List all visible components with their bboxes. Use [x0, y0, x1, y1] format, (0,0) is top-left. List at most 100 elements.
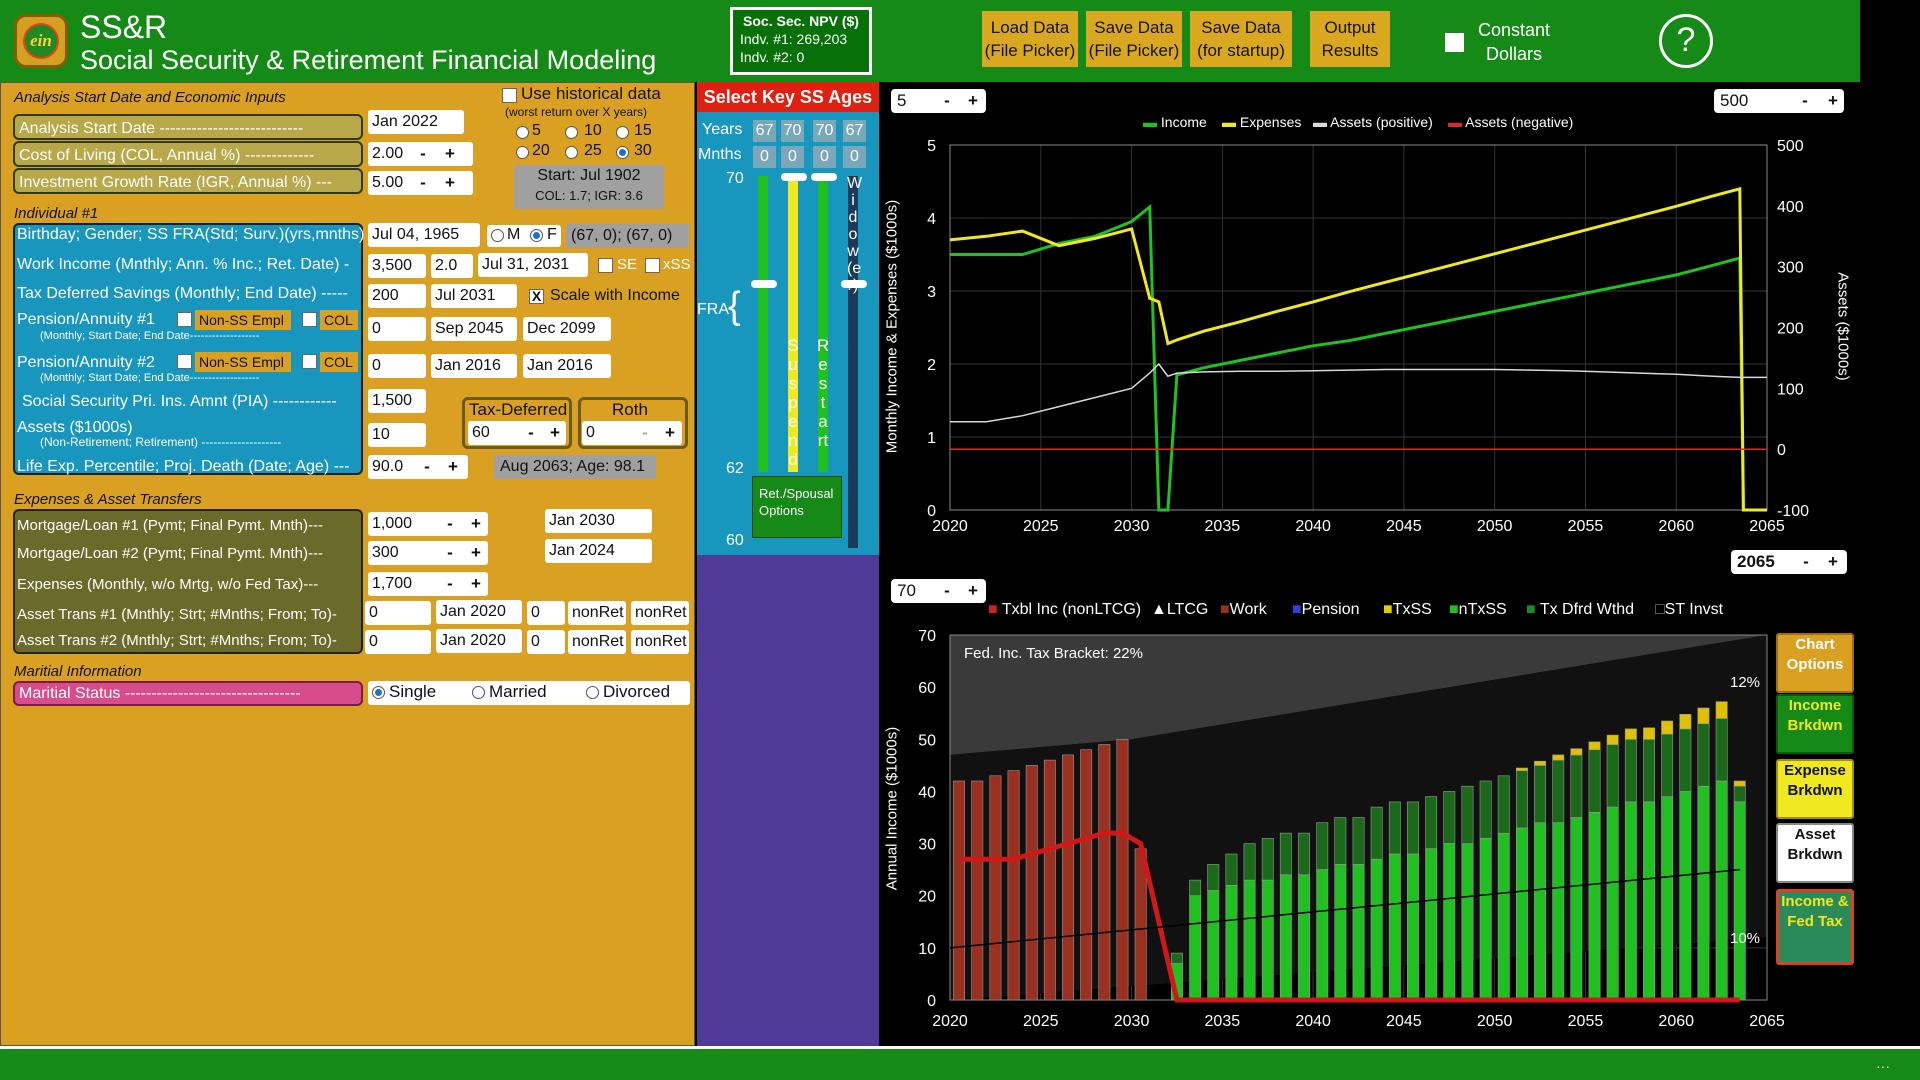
birthday-input[interactable]: Jul 04, 1965: [368, 223, 480, 247]
scale-income-checkbox[interactable]: X: [529, 289, 544, 304]
key-month-0[interactable]: 0: [753, 146, 776, 168]
years-radio-25[interactable]: [565, 146, 578, 159]
at1-start[interactable]: Jan 2020: [436, 600, 522, 624]
gender-m-radio[interactable]: [491, 229, 504, 242]
p2-end-input[interactable]: Jan 2016: [523, 354, 611, 378]
at1-amount[interactable]: 0: [365, 601, 431, 625]
p2-nonss-checkbox[interactable]: [177, 354, 192, 369]
at2-months[interactable]: 0: [527, 630, 565, 654]
at1-from[interactable]: nonRet: [568, 601, 626, 625]
key-year-1[interactable]: 70: [781, 120, 804, 142]
se-checkbox[interactable]: [598, 258, 613, 273]
at2-from[interactable]: nonRet: [568, 630, 626, 654]
more-icon[interactable]: ···: [1876, 1058, 1890, 1074]
at2-to[interactable]: nonRet: [631, 630, 689, 654]
at1-to[interactable]: nonRet: [631, 601, 689, 625]
p2-start-input[interactable]: Jan 2016: [431, 354, 517, 378]
income-fed-tax-button[interactable]: Income & Fed Tax: [1776, 889, 1854, 965]
tds-amount-input[interactable]: 200: [368, 284, 426, 308]
key-month-1[interactable]: 0: [781, 146, 804, 168]
p2-amount-input[interactable]: 0: [368, 354, 426, 378]
bottom-scale-plus[interactable]: +: [968, 581, 978, 600]
m1-minus[interactable]: -: [447, 514, 453, 533]
key-year-2[interactable]: 70: [813, 120, 836, 142]
col-minus[interactable]: -: [420, 144, 426, 163]
chart-options-button[interactable]: Chart Options: [1776, 633, 1854, 693]
mortgage1-input[interactable]: 1,000: [368, 512, 488, 536]
right-scale-spinner[interactable]: 500: [1714, 89, 1844, 113]
p1-start-input[interactable]: Sep 2045: [431, 317, 517, 341]
tax-deferred-input[interactable]: 60: [468, 421, 566, 445]
years-radio-30[interactable]: [616, 146, 629, 159]
analysis-start-input[interactable]: Jan 2022: [368, 110, 464, 134]
slider-track-2[interactable]: [818, 176, 828, 472]
p1-nonss-checkbox[interactable]: [177, 312, 192, 327]
bottom-scale-spinner[interactable]: 70: [891, 579, 986, 603]
m1-plus[interactable]: +: [471, 514, 481, 533]
igr-input[interactable]: 5.00: [368, 171, 473, 195]
ret-spousal-options-button[interactable]: Ret./Spousal Options: [752, 476, 842, 538]
output-results-button[interactable]: Output Results: [1310, 11, 1390, 67]
p2-col-checkbox[interactable]: [302, 354, 317, 369]
life-pct-input[interactable]: 90.0: [368, 455, 468, 479]
slider-thumb-1[interactable]: [781, 173, 807, 181]
mortgage2-date-input[interactable]: Jan 2024: [545, 539, 652, 563]
pia-input[interactable]: 1,500: [368, 389, 426, 413]
col-input[interactable]: 2.00: [368, 142, 473, 166]
gender-f-radio[interactable]: [530, 229, 543, 242]
at2-start[interactable]: Jan 2020: [436, 629, 522, 653]
tds-end-input[interactable]: Jul 2031: [431, 284, 517, 308]
taxdef-plus[interactable]: +: [550, 423, 560, 442]
right-scale-plus[interactable]: +: [1828, 91, 1838, 110]
roth-plus[interactable]: +: [665, 423, 675, 442]
single-radio[interactable]: [372, 686, 385, 699]
work-increase-input[interactable]: 2.0: [431, 254, 473, 278]
years-radio-20[interactable]: [516, 146, 529, 159]
retire-date-input[interactable]: Jul 31, 2031: [478, 253, 588, 277]
life-plus[interactable]: +: [448, 457, 458, 476]
help-icon[interactable]: ?: [1659, 14, 1713, 68]
left-scale-spinner[interactable]: 5: [891, 89, 986, 113]
load-data-button[interactable]: Load Data (File Picker): [982, 11, 1078, 67]
slider-track-1[interactable]: [788, 176, 798, 472]
m2-minus[interactable]: -: [447, 543, 453, 562]
key-year-0[interactable]: 67: [753, 120, 776, 142]
save-data-picker-button[interactable]: Save Data (File Picker): [1086, 11, 1182, 67]
assets-nonret-input[interactable]: 10: [368, 423, 426, 447]
roth-input[interactable]: 0: [582, 421, 682, 445]
years-radio-5[interactable]: [516, 126, 529, 139]
at2-amount[interactable]: 0: [365, 630, 431, 654]
col-plus[interactable]: +: [445, 144, 455, 163]
exp-minus[interactable]: -: [447, 574, 453, 593]
igr-minus[interactable]: -: [420, 173, 426, 192]
p1-amount-input[interactable]: 0: [368, 317, 426, 341]
key-month-2[interactable]: 0: [813, 146, 836, 168]
expenses-input[interactable]: 1,700: [368, 572, 488, 596]
constant-dollars-checkbox[interactable]: [1445, 33, 1464, 52]
income-breakdown-button[interactable]: Income Brkdwn: [1776, 694, 1854, 754]
expense-breakdown-button[interactable]: Expense Brkdwn: [1776, 759, 1854, 819]
m2-plus[interactable]: +: [471, 543, 481, 562]
exp-plus[interactable]: +: [471, 574, 481, 593]
bottom-scale-minus[interactable]: -: [944, 581, 950, 600]
end-year-spinner[interactable]: 2065: [1731, 550, 1847, 574]
xss-checkbox[interactable]: [645, 258, 660, 273]
years-radio-10[interactable]: [565, 126, 578, 139]
end-year-plus[interactable]: +: [1828, 552, 1838, 571]
slider-thumb-3[interactable]: [841, 280, 867, 288]
slider-track-0[interactable]: [758, 176, 768, 472]
married-radio[interactable]: [472, 686, 485, 699]
roth-minus[interactable]: -: [642, 423, 648, 442]
mortgage2-input[interactable]: 300: [368, 541, 488, 565]
slider-track-3[interactable]: [848, 176, 858, 548]
right-scale-minus[interactable]: -: [1802, 91, 1808, 110]
end-year-minus[interactable]: -: [1803, 552, 1809, 571]
taxdef-minus[interactable]: -: [528, 423, 534, 442]
save-data-startup-button[interactable]: Save Data (for startup): [1190, 11, 1292, 67]
left-scale-plus[interactable]: +: [968, 91, 978, 110]
at1-months[interactable]: 0: [527, 601, 565, 625]
key-year-3[interactable]: 67: [843, 120, 866, 142]
p1-end-input[interactable]: Dec 2099: [523, 317, 611, 341]
igr-plus[interactable]: +: [445, 173, 455, 192]
asset-breakdown-button[interactable]: Asset Brkdwn: [1776, 823, 1854, 883]
